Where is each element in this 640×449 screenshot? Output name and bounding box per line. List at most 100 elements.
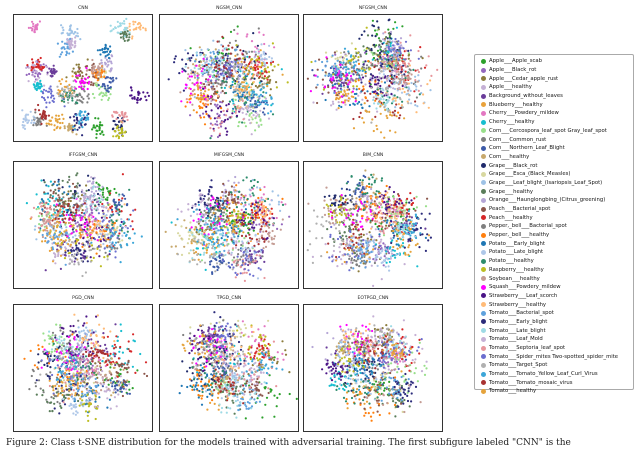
scatter-point — [113, 244, 115, 246]
scatter-point — [87, 181, 89, 183]
scatter-point — [107, 258, 109, 260]
scatter-point — [102, 189, 104, 191]
scatter-point — [254, 262, 256, 264]
scatter-point — [348, 97, 350, 99]
scatter-point — [188, 231, 190, 233]
scatter-point — [23, 125, 25, 127]
scatter-point — [206, 113, 208, 115]
scatter-point — [68, 52, 70, 54]
scatter-point — [56, 250, 58, 252]
scatter-point — [361, 34, 363, 36]
scatter-point — [395, 73, 397, 75]
scatter-point — [213, 88, 215, 90]
scatter-point — [54, 233, 56, 235]
scatter-point — [416, 96, 418, 98]
scatter-point — [385, 102, 387, 104]
scatter-point — [35, 71, 37, 73]
scatter-point — [235, 44, 237, 46]
scatter-point — [318, 59, 320, 61]
scatter-point — [217, 41, 219, 43]
scatter-point — [138, 27, 140, 29]
scatter-point — [64, 89, 66, 91]
scatter-point — [38, 215, 40, 217]
scatter-point — [266, 58, 268, 60]
scatter-point — [238, 78, 240, 80]
scatter-point — [67, 193, 69, 195]
scatter-point — [130, 94, 132, 96]
scatter-point — [374, 29, 376, 31]
scatter-point — [229, 69, 231, 71]
scatter-point — [414, 76, 416, 78]
scatter-point — [263, 86, 265, 88]
scatter-point — [44, 99, 46, 101]
scatter-point — [68, 84, 70, 86]
scatter-point — [210, 67, 212, 69]
scatter-point — [325, 65, 327, 67]
scatter-point — [246, 56, 248, 58]
scatter-point — [110, 78, 112, 80]
scatter-point — [379, 85, 381, 87]
scatter-point — [50, 85, 52, 87]
scatter-point — [77, 253, 79, 255]
scatter-point — [72, 126, 74, 128]
scatter-point — [374, 90, 376, 92]
scatter-point — [258, 59, 260, 61]
scatter-point — [73, 256, 75, 258]
scatter-point — [408, 63, 410, 65]
scatter-point — [191, 104, 193, 106]
scatter-point — [78, 123, 80, 125]
scatter-point — [272, 69, 274, 71]
scatter-point — [115, 220, 117, 222]
scatter-point — [86, 232, 88, 234]
scatter-point — [33, 84, 35, 86]
scatter-point — [239, 92, 241, 94]
scatter-point — [100, 240, 102, 242]
scatter-point — [368, 111, 370, 113]
scatter-point — [345, 55, 347, 57]
scatter-point — [344, 48, 346, 50]
scatter-point — [233, 182, 235, 184]
scatter-point — [45, 225, 47, 227]
scatter-point — [55, 206, 57, 208]
scatter-point — [373, 66, 375, 68]
scatter-point — [76, 225, 78, 227]
scatter-point — [235, 49, 237, 51]
scatter-point — [124, 131, 126, 133]
scatter-point — [56, 126, 58, 128]
scatter-point — [389, 130, 391, 132]
scatter-point — [74, 31, 76, 33]
scatter-point — [100, 59, 102, 61]
scatter-point — [370, 87, 372, 89]
scatter-point — [44, 222, 46, 224]
scatter-point — [213, 99, 215, 101]
scatter-point — [128, 189, 130, 191]
scatter-point — [134, 209, 136, 211]
scatter-point — [383, 73, 385, 75]
scatter-point — [345, 79, 347, 81]
scatter-point — [78, 208, 80, 210]
scatter-point — [67, 129, 69, 131]
scatter-point — [76, 94, 78, 96]
scatter-point — [45, 90, 47, 92]
scatter-point — [90, 187, 92, 189]
tsne-scatter-panel — [159, 14, 299, 142]
scatter-point — [96, 125, 98, 127]
scatter-point — [95, 82, 97, 84]
scatter-point — [79, 229, 81, 231]
scatter-point — [370, 73, 372, 75]
scatter-point — [400, 107, 402, 109]
scatter-point — [53, 210, 55, 212]
scatter-point — [71, 86, 73, 88]
scatter-point — [399, 114, 401, 116]
scatter-point — [113, 188, 115, 190]
scatter-point — [210, 135, 212, 137]
scatter-point — [405, 66, 407, 68]
scatter-point — [54, 124, 56, 126]
scatter-point — [221, 52, 223, 54]
scatter-point — [72, 51, 74, 53]
scatter-point — [352, 91, 354, 93]
scatter-point — [37, 82, 39, 84]
scatter-point — [264, 63, 266, 65]
scatter-point — [205, 111, 207, 113]
scatter-point — [237, 25, 239, 27]
